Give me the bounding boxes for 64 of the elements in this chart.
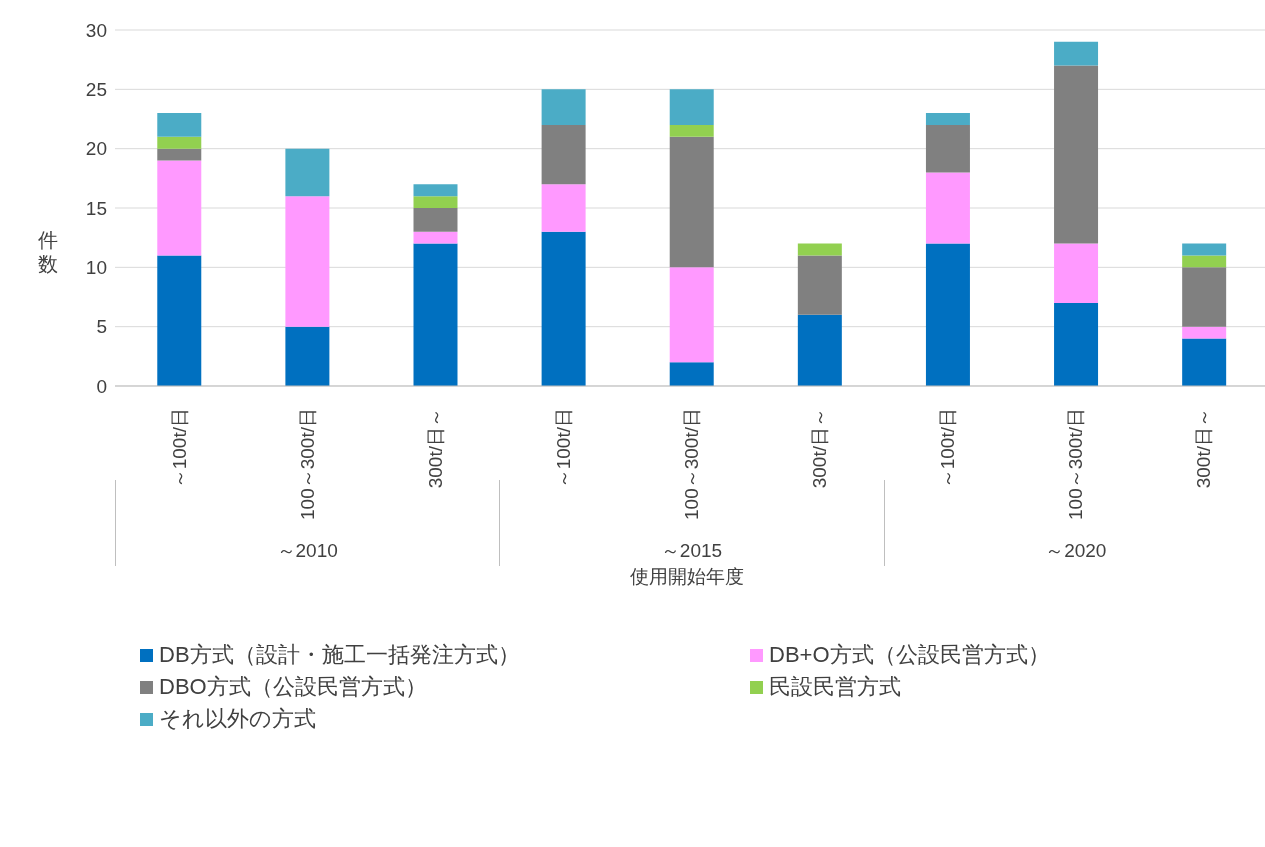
bar bbox=[285, 148, 330, 197]
y-tick-label: 10 bbox=[85, 257, 107, 279]
bar bbox=[413, 208, 458, 232]
x-tick-label: 100～300t/日 bbox=[296, 408, 318, 520]
bar bbox=[669, 136, 714, 268]
bar bbox=[541, 124, 586, 185]
bar bbox=[925, 113, 970, 125]
bar bbox=[541, 231, 586, 386]
bar bbox=[1182, 243, 1227, 256]
bar bbox=[925, 172, 970, 244]
bar bbox=[669, 362, 714, 386]
y-tick-label: 20 bbox=[85, 138, 107, 160]
x-tick-label: ～100t/日 bbox=[937, 408, 959, 489]
bar bbox=[157, 255, 202, 386]
y-tick-label: 0 bbox=[96, 375, 107, 397]
y-axis-title: 件数 bbox=[38, 228, 59, 276]
bar bbox=[285, 326, 330, 386]
bar bbox=[797, 255, 842, 315]
x-axis-title: 使用開始年度 bbox=[628, 565, 745, 589]
legend-label: DB方式（設計・施工一括発注方式） bbox=[159, 641, 520, 669]
bar bbox=[1054, 65, 1099, 244]
bar bbox=[669, 124, 714, 137]
bar bbox=[1054, 41, 1099, 66]
bar bbox=[669, 89, 714, 125]
text: ～2015 bbox=[659, 539, 724, 563]
x-tick-label: 300t/日～ bbox=[424, 408, 446, 489]
legend-label: 民設民営方式 bbox=[769, 673, 901, 701]
text: ～2010 bbox=[275, 539, 339, 563]
bar bbox=[925, 243, 970, 386]
y-tick-label: 5 bbox=[96, 316, 107, 338]
bar bbox=[413, 184, 458, 197]
bar bbox=[413, 231, 458, 244]
bar bbox=[413, 243, 458, 386]
x-tick-label: 100～300t/日 bbox=[1065, 408, 1087, 520]
bar bbox=[157, 136, 202, 149]
bar bbox=[157, 113, 202, 137]
bar bbox=[797, 243, 842, 256]
x-tick-label: ～100t/日 bbox=[552, 408, 574, 489]
bar bbox=[797, 314, 842, 386]
bar bbox=[925, 124, 970, 173]
text: ～2020 bbox=[1044, 539, 1108, 563]
x-tick-label: 300t/日～ bbox=[809, 408, 831, 489]
x-tick-label: 100～300t/日 bbox=[681, 408, 702, 520]
y-tick-label: 30 bbox=[85, 19, 107, 41]
bar bbox=[669, 267, 714, 363]
x-tick-label: 300t/日～ bbox=[1193, 408, 1215, 489]
legend-label: DBO方式（公設民営方式） bbox=[159, 673, 427, 701]
bar bbox=[157, 160, 202, 256]
legend-label: DB+O方式（公設民営方式） bbox=[769, 641, 1050, 669]
bar bbox=[285, 196, 330, 327]
bar bbox=[1182, 326, 1227, 339]
bar bbox=[1182, 255, 1227, 268]
x-tick-label: ～100t/日 bbox=[168, 408, 190, 489]
legend-label: それ以外の方式 bbox=[159, 705, 316, 733]
bar bbox=[1182, 267, 1227, 327]
bar bbox=[541, 184, 586, 232]
bar bbox=[1054, 302, 1099, 386]
bar bbox=[157, 148, 202, 161]
bar bbox=[1054, 243, 1099, 303]
bar bbox=[413, 196, 458, 208]
y-tick-label: 15 bbox=[85, 197, 107, 219]
bar bbox=[541, 89, 586, 125]
bar bbox=[1182, 338, 1227, 386]
y-tick-label: 25 bbox=[85, 79, 107, 101]
